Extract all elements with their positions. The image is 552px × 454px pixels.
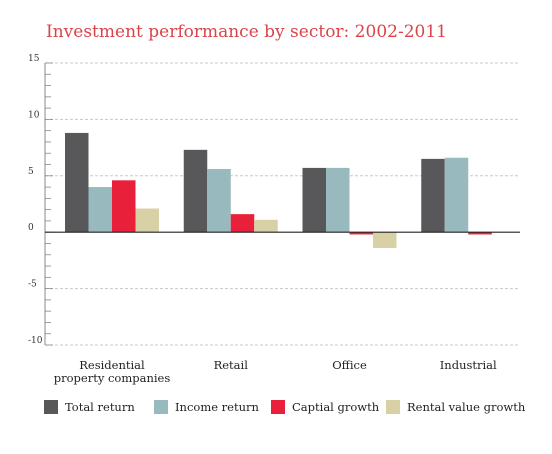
bar xyxy=(112,180,136,233)
y-tick-label: 15 xyxy=(28,54,40,64)
legend-swatch xyxy=(271,400,285,414)
legend-swatch xyxy=(386,400,400,414)
legend-label: Rental value growth xyxy=(407,400,526,414)
bar xyxy=(468,232,492,235)
y-tick-label: -5 xyxy=(28,280,37,290)
bar xyxy=(444,157,469,233)
legend-item: Rental value growth xyxy=(386,400,525,414)
category-label: Retail xyxy=(214,358,249,372)
bar xyxy=(421,158,445,233)
bar xyxy=(302,167,326,233)
y-tick-label: 0 xyxy=(28,223,34,233)
legend-item: Total return xyxy=(44,400,135,414)
category-label: Industrial xyxy=(440,358,497,372)
bar xyxy=(65,132,89,233)
bar xyxy=(207,169,231,233)
legend-label: Total return xyxy=(65,400,135,414)
bar xyxy=(183,149,208,233)
legend-item: Captial growth xyxy=(271,400,379,414)
y-tick-label: 10 xyxy=(28,110,40,120)
bar xyxy=(88,187,112,233)
bar xyxy=(230,214,255,233)
legend-swatch xyxy=(154,400,168,414)
chart-title: Investment performance by sector: 2002-2… xyxy=(46,22,447,42)
legend-swatch xyxy=(44,400,58,414)
bar xyxy=(349,232,373,235)
legend-label: Income return xyxy=(175,400,259,414)
legend-item: Income return xyxy=(154,400,259,414)
category-labels: Residential property companies Retail Offic… xyxy=(54,358,497,385)
category-label: Residential property companies xyxy=(54,358,171,385)
bar xyxy=(326,167,350,233)
bar xyxy=(254,219,278,233)
bars xyxy=(45,132,520,248)
category-label: Office xyxy=(332,358,367,372)
y-tick-label: -10 xyxy=(28,336,43,346)
legend-label: Captial growth xyxy=(292,400,380,414)
legend: Total return Income return Captial growth R… xyxy=(44,400,544,420)
y-tick-label: 5 xyxy=(28,167,34,177)
bar xyxy=(135,208,159,233)
bar xyxy=(373,232,397,248)
y-axis: 15 10 5 0 -5 -10 xyxy=(28,54,53,346)
